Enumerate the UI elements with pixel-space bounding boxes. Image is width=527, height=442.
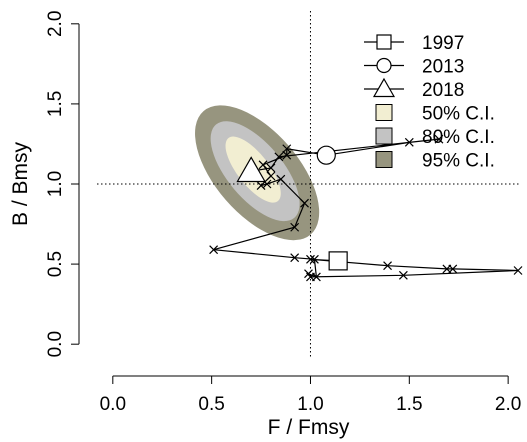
legend-label: 2018 bbox=[422, 80, 464, 101]
trajectory-point bbox=[290, 253, 300, 263]
trajectory-point bbox=[256, 181, 266, 191]
legend-marker bbox=[376, 57, 392, 74]
y-tick-label: 2.0 bbox=[45, 11, 66, 37]
marker-1997 bbox=[328, 251, 348, 271]
x-tick-label: 1.5 bbox=[396, 394, 422, 415]
x-tick-label: 2.0 bbox=[495, 394, 521, 415]
trajectory bbox=[209, 134, 523, 282]
reference-lines bbox=[97, 11, 520, 357]
marker-2018 bbox=[236, 156, 266, 183]
trajectory-point bbox=[398, 270, 408, 280]
axes: 0.0 0.5 1.0 1.5 2.0 0.0 0.5 1.0 1.5 2.0 bbox=[45, 11, 521, 415]
trajectory-point bbox=[266, 163, 276, 173]
trajectory-point bbox=[276, 174, 286, 184]
legend-marker bbox=[372, 77, 396, 98]
trajectory-point bbox=[300, 198, 309, 208]
trajectory-point bbox=[282, 144, 292, 154]
trajectory-point bbox=[209, 245, 219, 255]
legend-entry-2013: 2013 bbox=[364, 57, 464, 78]
trajectory-point bbox=[383, 261, 392, 271]
legend-label: 1997 bbox=[422, 33, 464, 54]
legend-label: 95% C.I. bbox=[422, 151, 495, 172]
x-tick-label: 1.0 bbox=[297, 394, 323, 415]
legend-label: 2013 bbox=[422, 57, 464, 78]
trajectory-point bbox=[310, 254, 319, 264]
highlight-markers bbox=[236, 145, 348, 271]
trajectory-point bbox=[434, 134, 444, 144]
legend-swatch bbox=[375, 127, 393, 145]
legend-entry-95CI: 95% C.I. bbox=[375, 151, 495, 172]
trajectory-point bbox=[258, 160, 268, 170]
trajectory-point bbox=[513, 266, 523, 275]
trajectory-point bbox=[304, 269, 313, 279]
legend-swatch bbox=[375, 104, 393, 121]
trajectory-line bbox=[213, 138, 519, 278]
y-tick-label: 0.5 bbox=[45, 251, 66, 277]
legend-entry-50CI: 50% C.I. bbox=[375, 104, 495, 125]
y-tick-label: 1.0 bbox=[45, 171, 66, 197]
legend-label: 80% C.I. bbox=[422, 127, 495, 148]
trajectory-point bbox=[290, 222, 300, 232]
y-tick-label: 1.5 bbox=[45, 91, 66, 117]
x-tick-label: 0.0 bbox=[100, 394, 126, 415]
y-axis-title: B / Bmsy bbox=[9, 141, 32, 226]
legend-marker bbox=[376, 34, 392, 50]
legend-entry-1997: 1997 bbox=[364, 33, 464, 54]
trajectory-point bbox=[404, 137, 414, 147]
legend-entry-80CI: 80% C.I. bbox=[375, 127, 495, 148]
trajectory-point bbox=[311, 272, 321, 282]
legend-swatch bbox=[375, 151, 393, 168]
marker-2013 bbox=[316, 145, 336, 165]
x-tick-label: 0.5 bbox=[198, 394, 224, 415]
trajectory-point bbox=[274, 152, 284, 162]
legend-label: 50% C.I. bbox=[422, 104, 495, 125]
trajectory-point bbox=[266, 171, 276, 181]
trajectory-point bbox=[448, 264, 458, 274]
y-tick-label: 0.0 bbox=[45, 331, 66, 357]
trajectory-point bbox=[306, 254, 315, 264]
x-axis-title: F / Fmsy bbox=[268, 416, 350, 439]
legend-entry-2018: 2018 bbox=[364, 77, 464, 101]
trajectory-point bbox=[282, 150, 292, 160]
